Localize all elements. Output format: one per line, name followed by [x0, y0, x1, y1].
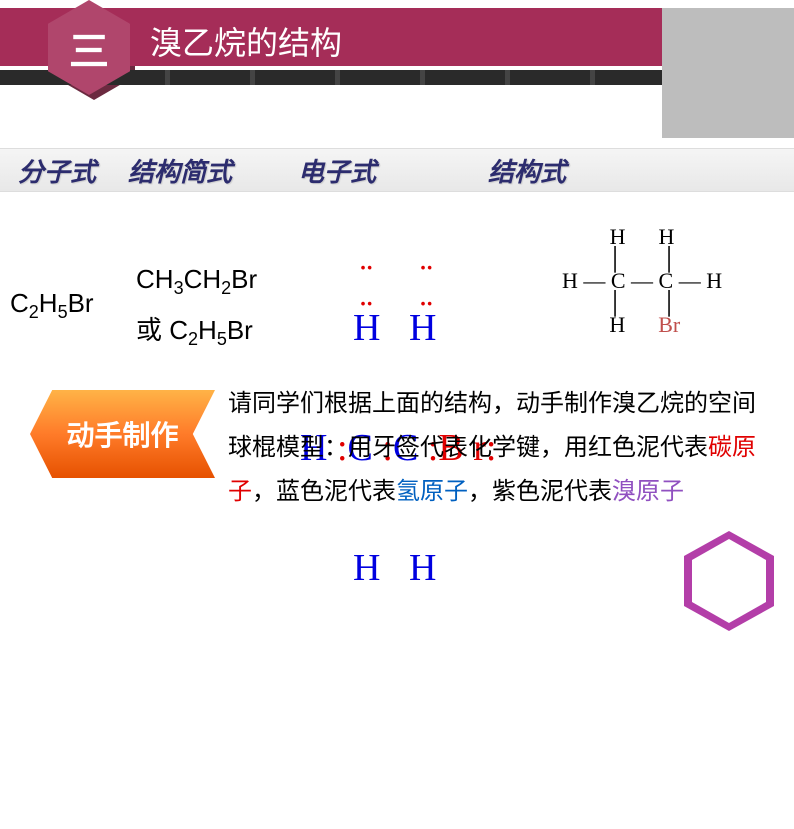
- column-headings: 分子式 结构简式 电子式 结构式: [0, 148, 794, 192]
- sf-b2: │ │: [562, 292, 722, 314]
- cl1-a: CH: [136, 264, 174, 294]
- mf-h: H: [39, 288, 58, 318]
- sf-br: Br: [658, 312, 680, 337]
- instr-t1: 请同学们根据上面的结构，动手制作溴乙烷的空间球棍模型：用牙签代表化学键，用红色泥…: [228, 390, 756, 461]
- action-badge: 动手制作: [30, 390, 215, 478]
- cl2-mid: H: [198, 315, 217, 345]
- mf-br: Br: [68, 288, 94, 318]
- structural-formula: H H │ │ H — C — C — H │ │ H Br: [562, 226, 722, 336]
- vdot: ¨: [360, 258, 373, 298]
- electron-formula: H H H :C :C :B r: H H ¨ ¨ ¨ ¨: [300, 228, 496, 828]
- heading-electron: 电子式: [298, 152, 488, 189]
- condensed-line2: 或 C2H5Br: [136, 309, 257, 360]
- molecular-formula: C2H5Br: [10, 288, 94, 323]
- cl2-pre: 或 C: [136, 315, 188, 345]
- action-label: 动手制作: [66, 414, 178, 454]
- section-number: 三: [69, 19, 109, 77]
- sf-mid: H — C — C — H: [562, 270, 722, 292]
- heading-molecular: 分子式: [18, 152, 128, 189]
- condensed-formula: CH3CH2Br 或 C2H5Br: [136, 258, 257, 360]
- vdot: ¨: [360, 294, 373, 334]
- elec-bot: H H: [353, 548, 496, 588]
- heading-condensed: 结构简式: [128, 152, 298, 189]
- sf-top: H H: [562, 226, 722, 248]
- grey-corner-block: [662, 8, 794, 138]
- bromine-atom-text: 溴原子: [612, 478, 684, 505]
- mf-s2: 5: [58, 302, 68, 322]
- cl1-b: CH: [184, 264, 222, 294]
- cl1-s1: 3: [174, 278, 184, 298]
- condensed-line1: CH3CH2Br: [136, 258, 257, 309]
- cl1-c: Br: [231, 264, 257, 294]
- formula-section: C2H5Br CH3CH2Br 或 C2H5Br H H H :C :C :B …: [0, 220, 794, 360]
- cl1-s2: 2: [221, 278, 231, 298]
- hydrogen-atom-text: 氢原子: [396, 478, 468, 505]
- instr-t2: ，蓝色泥代表: [252, 478, 396, 505]
- sf-b1: │ │: [562, 248, 722, 270]
- cl2-s2: 5: [217, 329, 227, 349]
- heading-structural: 结构式: [488, 152, 638, 189]
- mf-s1: 2: [29, 302, 39, 322]
- vdot: ¨: [420, 258, 433, 298]
- footer-hexagon-icon: [684, 531, 774, 631]
- page-title: 溴乙烷的结构: [150, 18, 342, 64]
- mf-c: C: [10, 288, 29, 318]
- instruction-text: 请同学们根据上面的结构，动手制作溴乙烷的空间球棍模型：用牙签代表化学键，用红色泥…: [228, 382, 768, 514]
- sf-bot: H Br: [562, 314, 722, 336]
- cl2-suf: Br: [227, 315, 253, 345]
- cl2-s1: 2: [188, 329, 198, 349]
- instr-t3: ，紫色泥代表: [468, 478, 612, 505]
- vdot: ¨: [420, 294, 433, 334]
